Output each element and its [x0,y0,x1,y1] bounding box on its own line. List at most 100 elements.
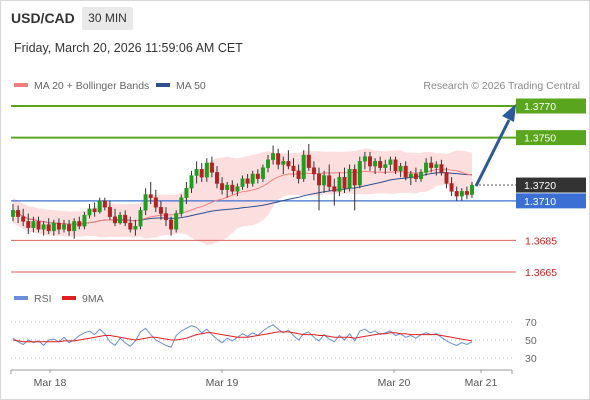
candle-body [174,213,179,230]
candle-body [123,214,128,224]
rsi-tick-label: 70 [525,317,537,329]
candle-body [46,224,51,232]
forecast-arrow-head-icon [502,104,516,122]
legend-ma50: MA 50 [156,80,206,92]
candle-body [322,175,327,186]
candle-body [347,169,352,189]
candle-body [362,156,367,162]
candle-body [368,156,373,167]
candle-body [434,164,439,168]
candle-body [286,161,291,167]
rsi-swatch-icon [14,296,28,301]
candle-body [301,154,306,179]
candle-body [112,216,117,224]
candle-body [271,153,276,160]
candle-body [67,224,72,232]
candle-body [317,173,322,186]
candle-body [306,154,311,168]
legend-ma50-label: MA 50 [176,80,206,92]
forecast-arrow-shaft [474,119,511,187]
legend-rsi: RSI [14,293,52,305]
level-label-resistance: 1.3750 [524,133,556,145]
candle-body [194,169,199,176]
candle-body [148,194,153,198]
candle-body [464,191,469,195]
candle-body [327,175,332,187]
candle-body [133,225,138,230]
candle-body [332,186,337,192]
candle-body [255,173,260,179]
candle-body [429,162,434,168]
candle-body [102,200,107,208]
legend-rsi-ma: 9MA [62,293,104,305]
candle-body [92,208,97,213]
candle-body [240,178,245,187]
candle-body [311,167,316,175]
candle-body [72,221,77,232]
candle-body [383,164,388,168]
legend-ma20-label: MA 20 + Bollinger Bands [34,80,150,92]
legend-ma20: MA 20 + Bollinger Bands [14,80,149,92]
level-tag-pivot [516,193,586,209]
candle-body [225,184,230,190]
candle-body [163,213,168,221]
level-label-support: 1.3665 [525,267,557,279]
candle-body [56,222,61,230]
candle-body [143,194,148,211]
candle-body [169,219,174,230]
candle-body [250,173,255,184]
candle-body [209,162,214,173]
ma20-swatch-icon [14,83,28,88]
candles-group [10,143,475,239]
candle-body [128,222,133,230]
candle-body [87,208,92,216]
candle-body [398,165,403,172]
candle-body [337,176,342,192]
candle-body [153,197,158,208]
candle-body [107,206,112,217]
candle-body [204,162,209,178]
rsi-ma-line [12,331,473,343]
candle-body [51,222,56,232]
candle-body [378,161,383,168]
level-label-support: 1.3685 [525,235,557,247]
candle-body [470,184,475,195]
candle-body [352,169,357,186]
candle-body [388,159,393,165]
legend-rsi-label: RSI [34,293,52,305]
level-tag-resistance [516,98,586,114]
candle-body [413,173,418,179]
symbol-title: USD/CAD [11,10,75,26]
legend-rsi-ma-label: 9MA [82,293,104,305]
candle-body [393,159,398,172]
candle-body [291,165,296,172]
candle-body [449,183,454,192]
candle-body [403,165,408,178]
rsi-line [12,324,473,348]
candle-body [21,216,26,222]
candle-body [82,214,87,227]
credit-label: Research © 2026 Trading Central [423,80,580,92]
candle-body [10,210,15,217]
candle-body [62,224,67,230]
candle-body [184,188,189,198]
rsi-tick-label: 30 [525,353,537,365]
x-tick-label: Mar 21 [465,377,498,389]
ma50-swatch-icon [156,83,170,88]
datetime-label: Friday, March 20, 2026 11:59:06 AM CET [14,41,243,55]
candle-body [26,221,31,228]
timeframe-badge[interactable]: 30 MIN [82,7,133,30]
x-tick-label: Mar 20 [378,377,411,389]
candle-body [220,183,225,190]
candle-body [245,178,250,184]
candle-body [281,161,286,165]
candle-body [189,175,194,189]
candle-body [276,153,281,165]
candle-body [199,169,204,178]
candle-body [424,162,429,173]
candle-body [459,191,464,197]
candle-body [214,172,219,184]
candle-body [266,159,271,168]
candle-body [408,173,413,178]
